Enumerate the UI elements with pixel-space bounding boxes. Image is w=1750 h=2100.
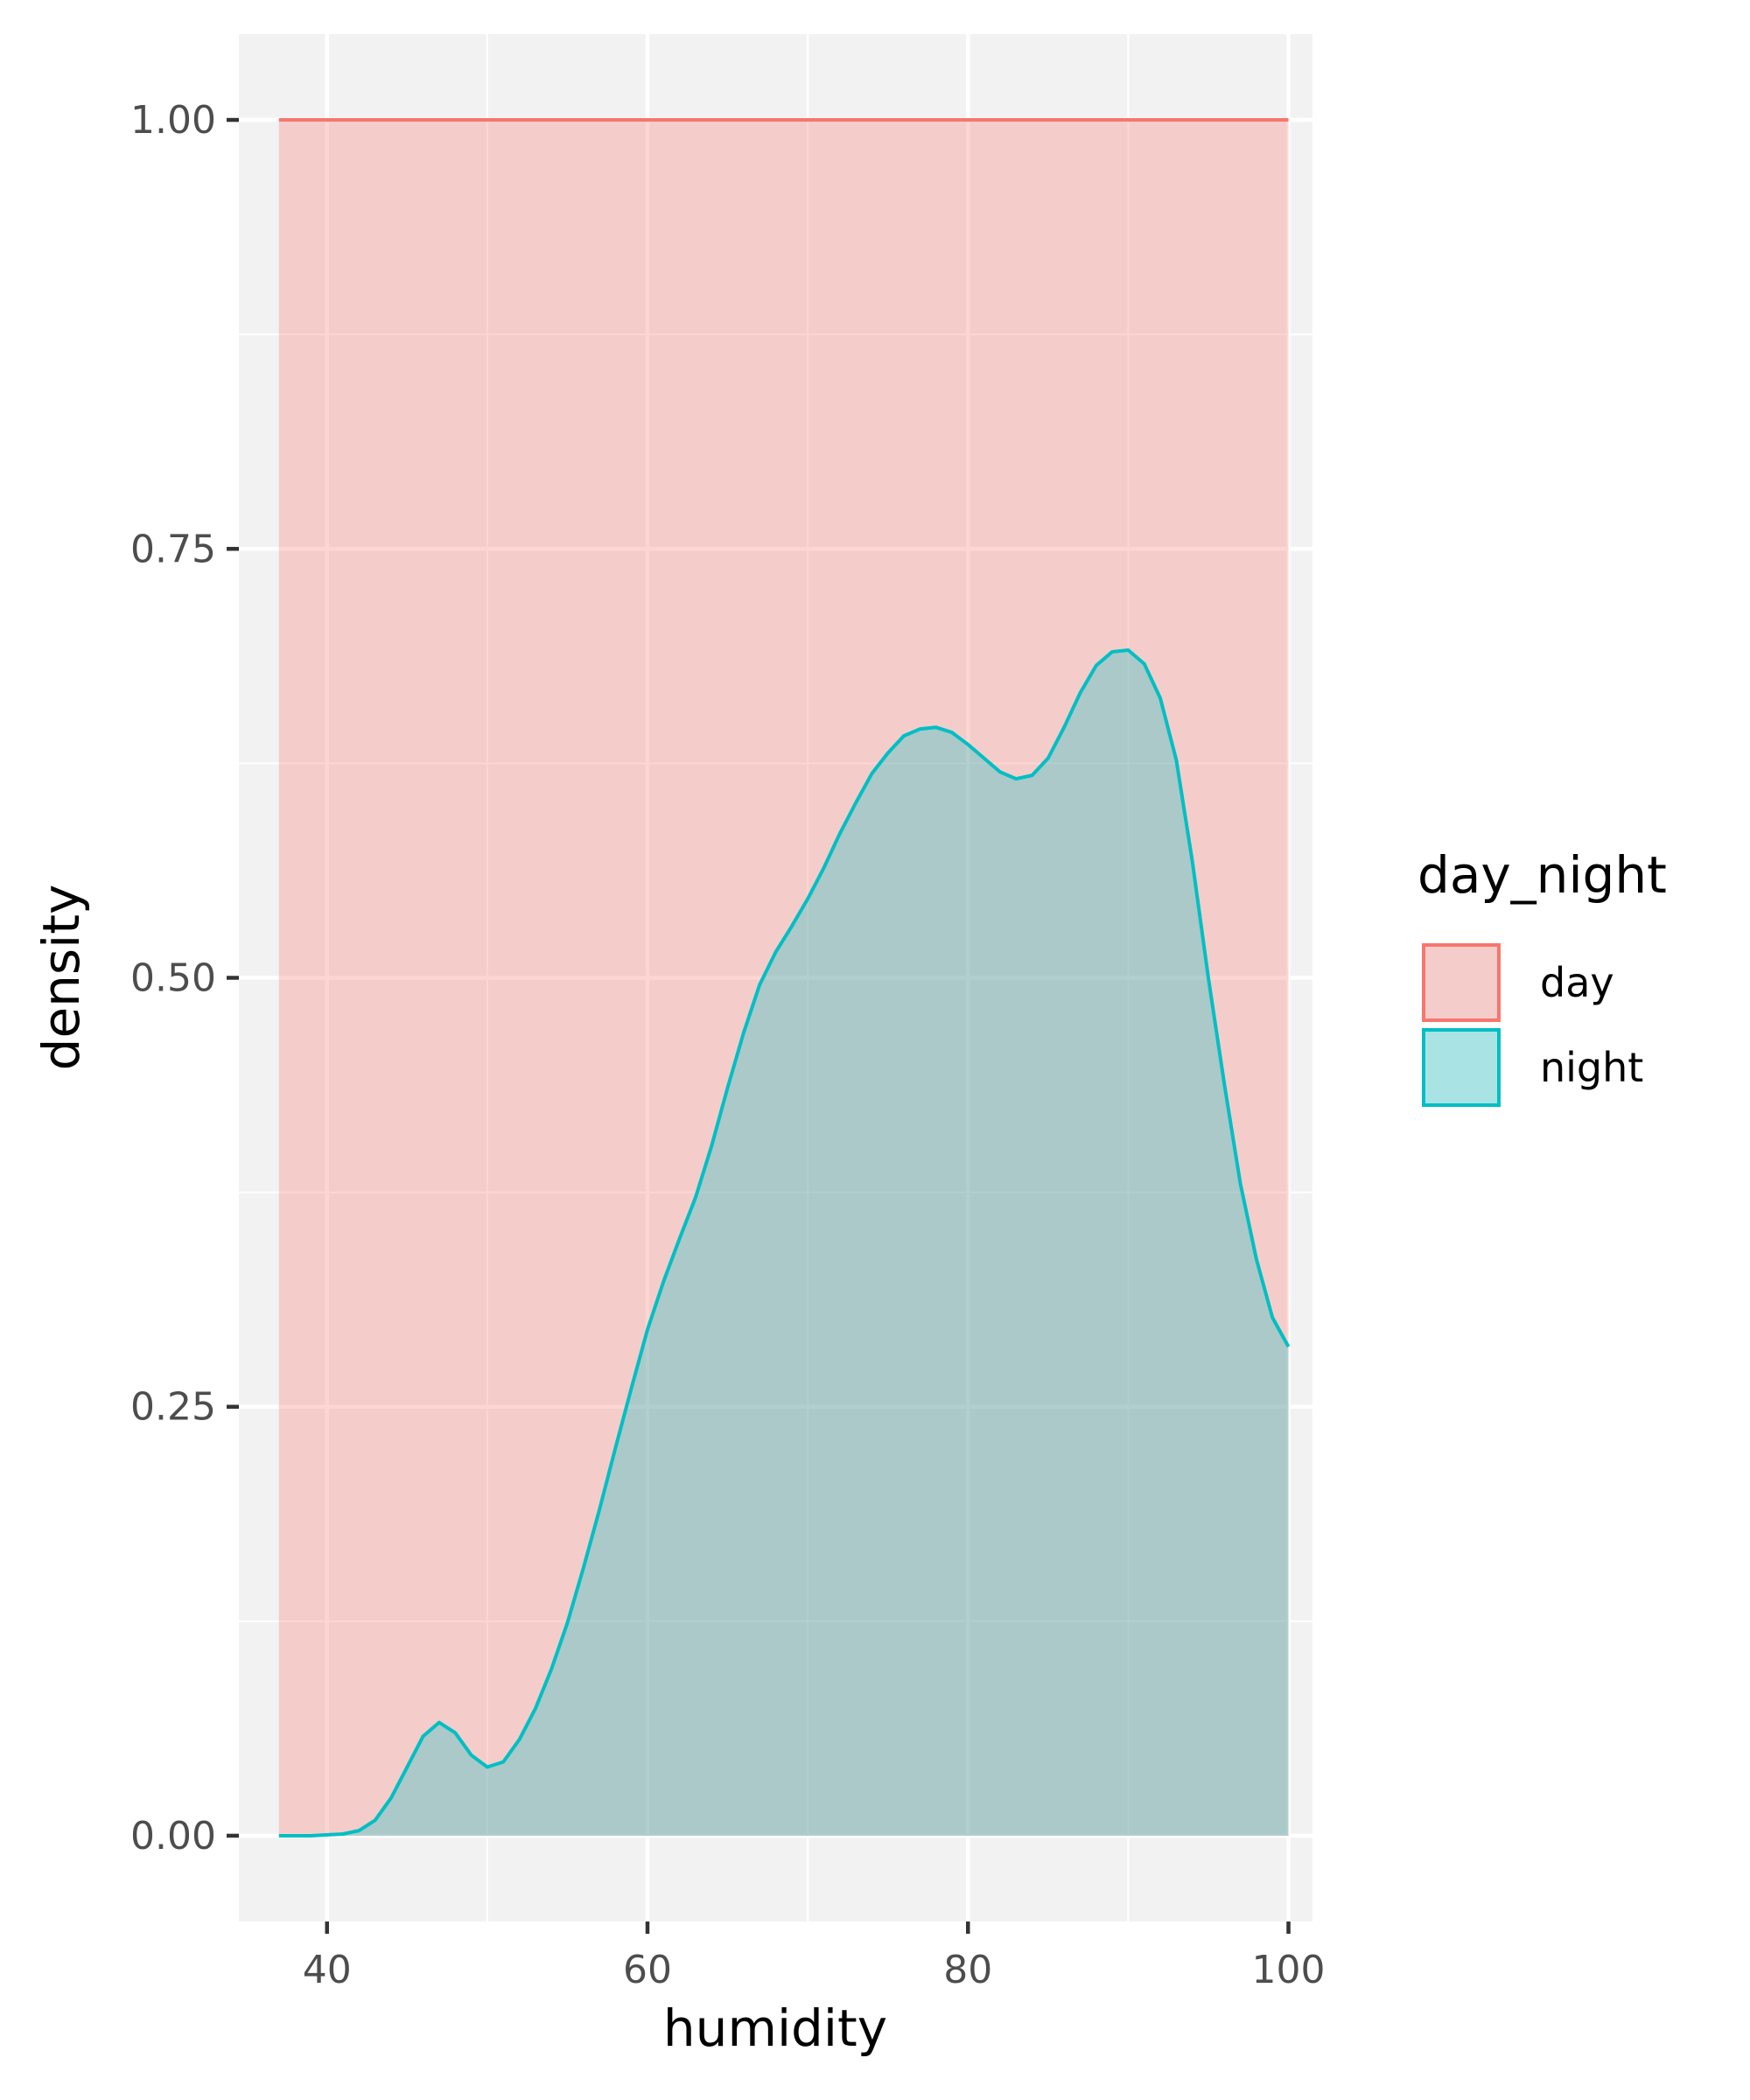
x-tick-label: 100 bbox=[1252, 1948, 1326, 1992]
y-axis-title: density bbox=[32, 885, 91, 1071]
gridlines bbox=[239, 34, 1312, 1922]
density-area-night bbox=[278, 649, 1289, 1836]
legend-items: day night bbox=[1422, 943, 1643, 1107]
axes: 0.00 0.25 0.50 0.75 1.00 40 60 80 100 bbox=[130, 98, 1325, 1992]
y-tick-label: 0.25 bbox=[130, 1385, 216, 1430]
legend-item-night: night bbox=[1422, 1028, 1643, 1107]
density-line-night bbox=[278, 648, 1291, 1838]
x-axis-title: humidity bbox=[663, 1998, 887, 2058]
x-tick-label: 40 bbox=[303, 1948, 352, 1992]
x-tick-label: 80 bbox=[943, 1948, 992, 1992]
y-tick-label: 0.75 bbox=[130, 527, 216, 571]
legend-key-day bbox=[1422, 943, 1501, 1022]
x-tick-label: 60 bbox=[623, 1948, 672, 1992]
legend-label-night: night bbox=[1540, 1044, 1643, 1091]
density-area-day bbox=[278, 120, 1289, 1836]
y-tick-label: 0.50 bbox=[130, 956, 216, 1001]
legend-item-day: day bbox=[1422, 943, 1614, 1022]
legend-key-night bbox=[1422, 1028, 1501, 1107]
legend-label-day: day bbox=[1540, 959, 1614, 1006]
y-tick-label: 1.00 bbox=[130, 98, 216, 143]
legend-title: day_night bbox=[1418, 845, 1667, 905]
legend: day_night day night bbox=[1418, 845, 1667, 1107]
y-tick-label: 0.00 bbox=[130, 1814, 216, 1858]
series-layer bbox=[278, 118, 1291, 1838]
